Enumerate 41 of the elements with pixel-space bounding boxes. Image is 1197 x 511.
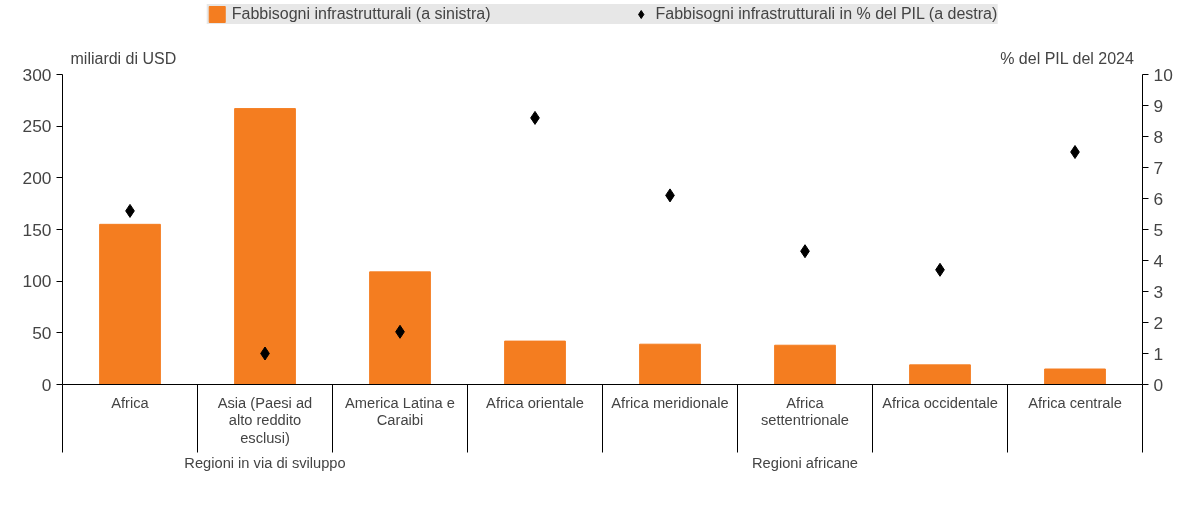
y-tick-label: 250 (22, 116, 52, 137)
bar (1044, 368, 1106, 385)
y2-tick-label: 4 (1153, 250, 1164, 271)
y2-tick-label: 6 (1153, 188, 1164, 209)
legend-label: Fabbisogni infrastrutturali (a sinistra) (231, 5, 491, 23)
text: Regioni africane (752, 454, 858, 471)
y-axis-title: miliardi di USD (70, 49, 177, 67)
x-tick-label: Asia (Paesi ad alto reddito esclusi) (217, 394, 313, 446)
bar (99, 223, 161, 385)
y2-tick-label: 7 (1153, 157, 1164, 178)
y2-tick-label: 5 (1153, 219, 1164, 240)
bar (639, 343, 701, 385)
legend-label: Fabbisogni infrastrutturali in % del PIL (a destra) (655, 5, 998, 23)
point (1070, 145, 1080, 159)
bar (234, 108, 296, 385)
x-tick-label: Africa occidentale (882, 394, 998, 411)
y2-axis-title: % del PIL del 2024 (1000, 49, 1135, 67)
bar (369, 271, 431, 385)
y-tick-label: 0 (41, 374, 52, 395)
y2-tick-label: 1 (1153, 343, 1164, 364)
y2-tick-label: 2 (1153, 312, 1164, 333)
bar (774, 344, 836, 385)
x-tick-label: Africa orientale (486, 394, 584, 411)
y-tick-label: 300 (22, 64, 52, 85)
text: Regioni in via di sviluppo (184, 454, 346, 471)
y2-tick-label: 9 (1153, 95, 1164, 116)
bar (504, 340, 566, 385)
bar (909, 364, 971, 385)
y2-tick-label: 10 (1153, 64, 1173, 85)
y2-tick-label: 0 (1153, 374, 1164, 395)
x-tick-label: America Latina e Caraibi (345, 394, 455, 429)
x-tick-label: Africa settentrionale (761, 394, 849, 429)
x-tick-label: Africa centrale (1028, 394, 1122, 411)
x-tick-label: Africa meridionale (611, 394, 729, 411)
y2-tick-label: 3 (1153, 281, 1164, 302)
y2-tick-label: 8 (1153, 126, 1164, 147)
y-tick-label: 50 (32, 322, 52, 343)
y-tick-label: 200 (22, 167, 52, 188)
x-tick-label: Africa (111, 394, 150, 411)
y-tick-label: 100 (22, 271, 52, 292)
y-tick-label: 150 (22, 219, 52, 240)
